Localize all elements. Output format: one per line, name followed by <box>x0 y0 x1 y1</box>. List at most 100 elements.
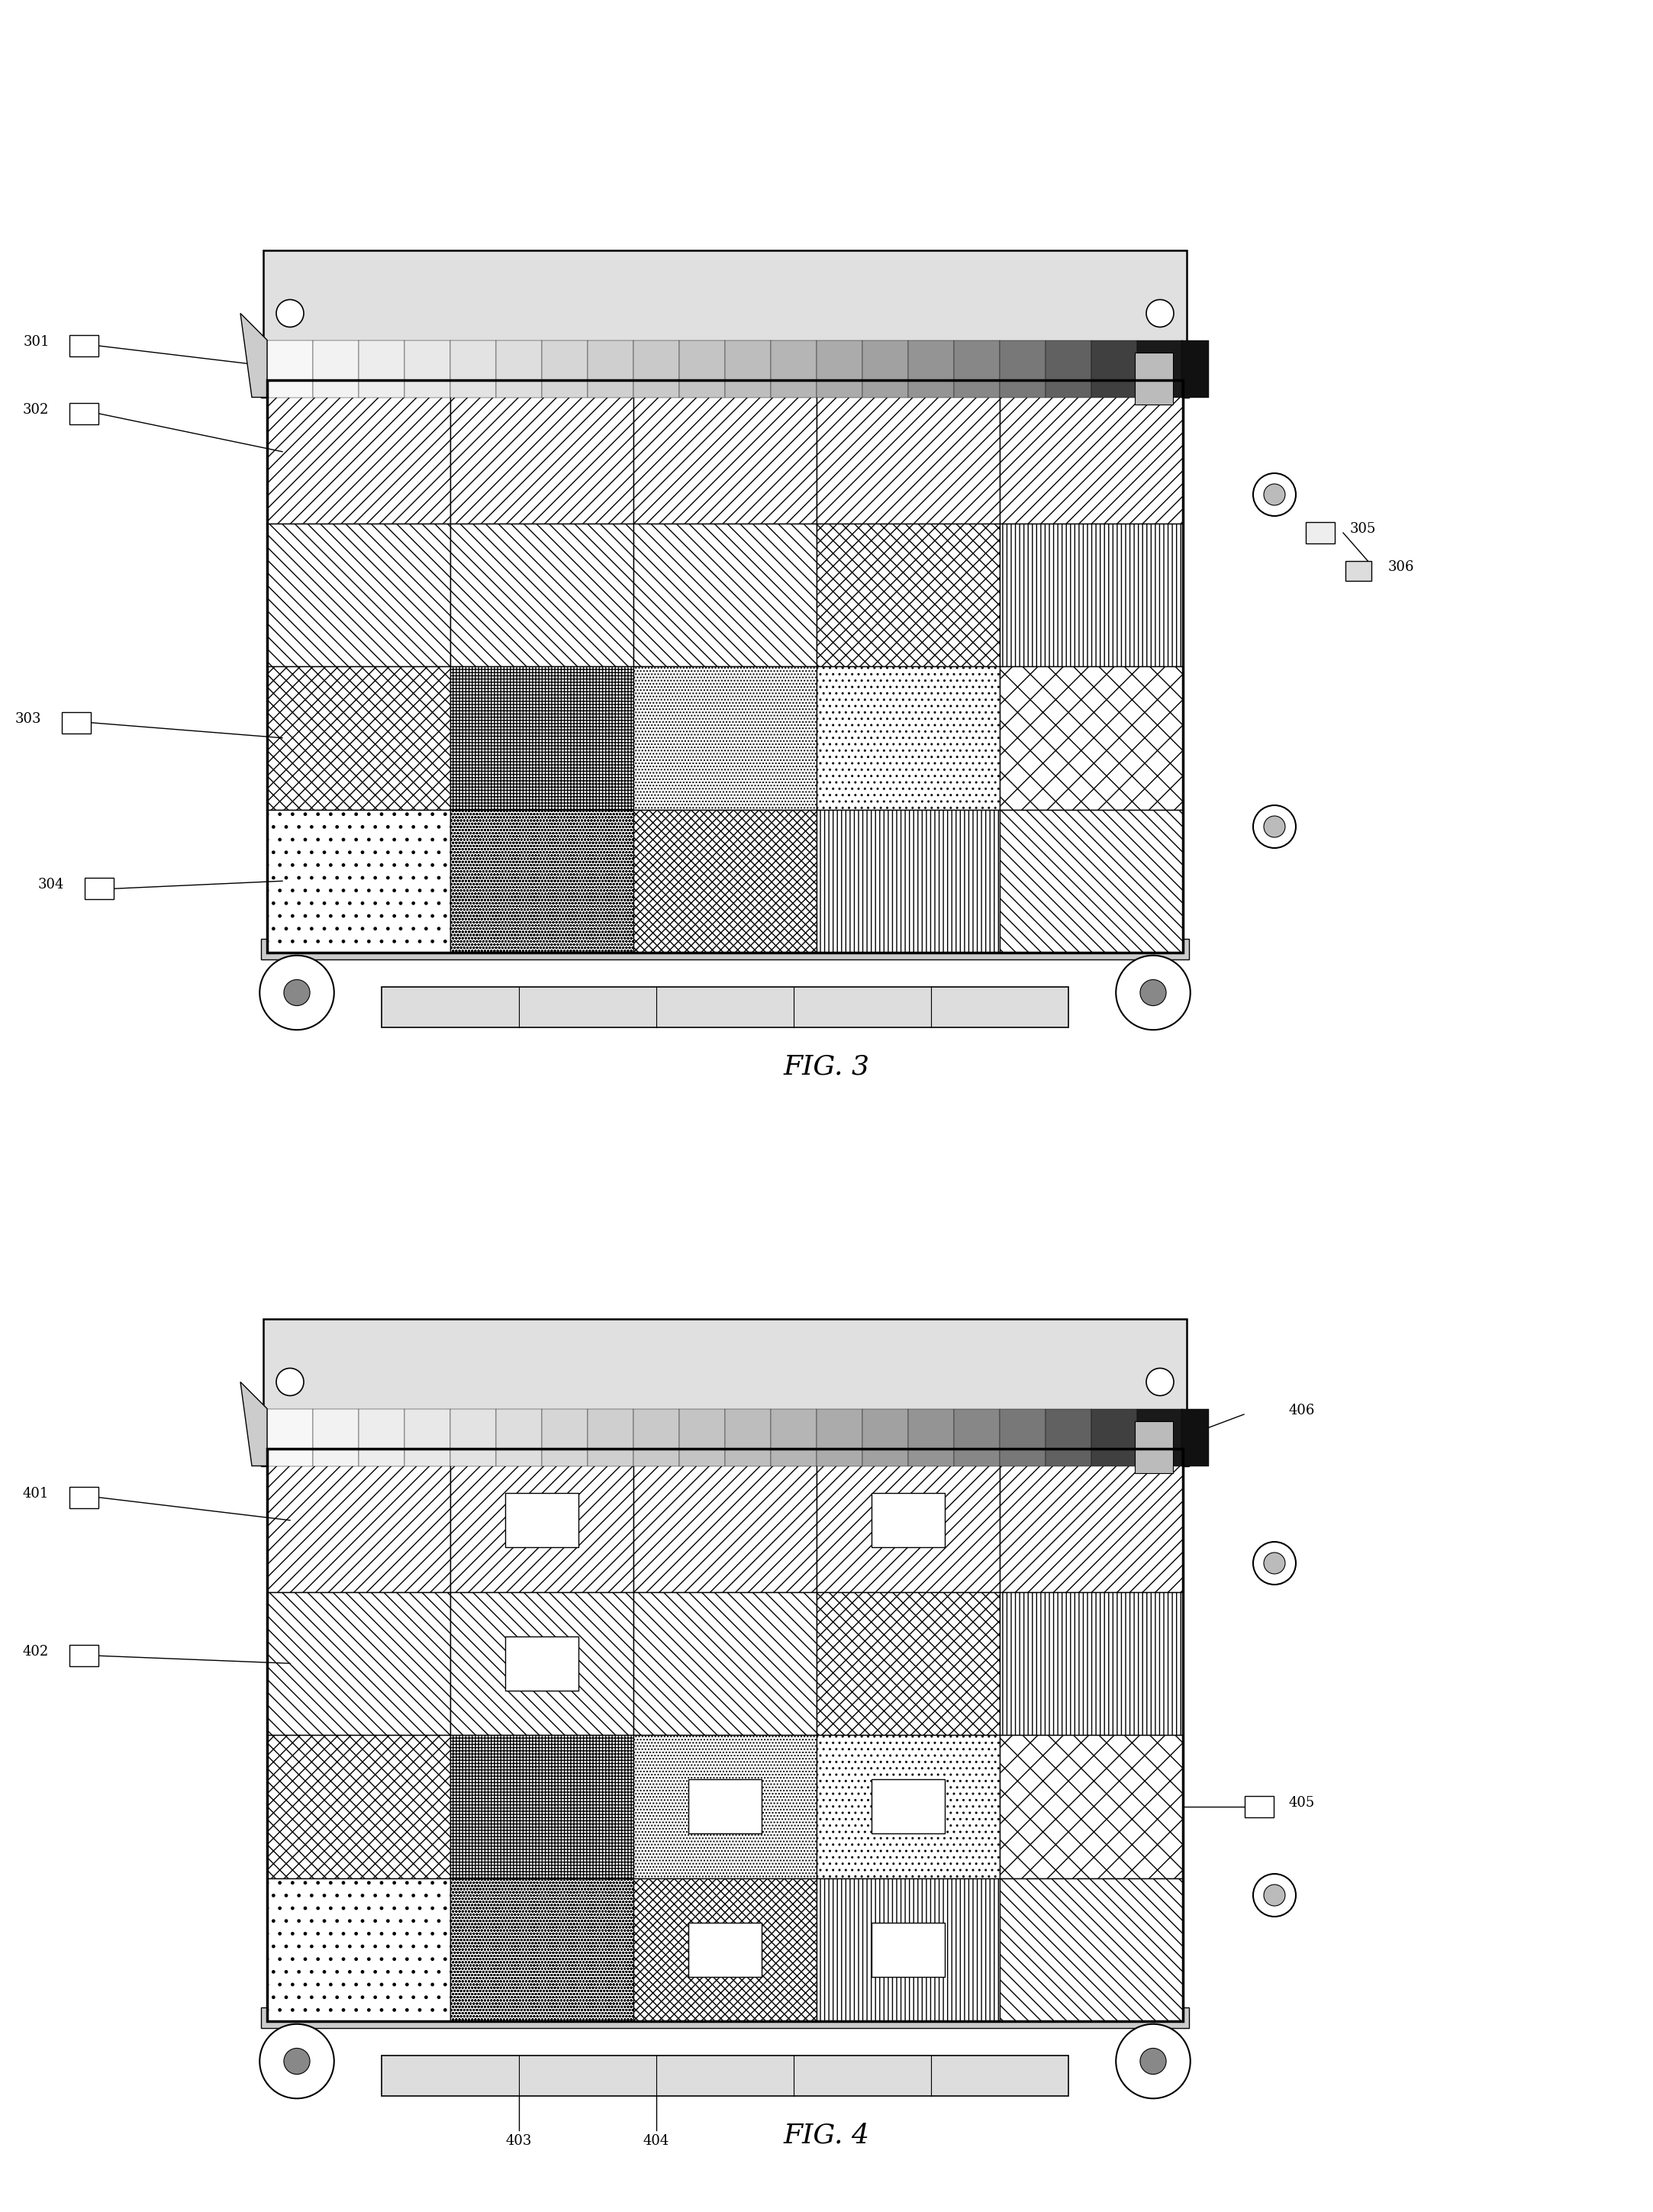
Bar <box>69 403 99 425</box>
Bar <box>871 1493 946 1548</box>
Bar <box>1182 341 1208 398</box>
Bar <box>726 1409 770 1467</box>
Bar <box>633 1593 817 1734</box>
Bar <box>679 341 726 398</box>
Bar <box>268 1449 450 1593</box>
Text: 404: 404 <box>643 2135 669 2148</box>
Text: 305: 305 <box>1351 522 1377 535</box>
Bar <box>359 341 405 398</box>
Bar <box>1000 380 1184 524</box>
Bar <box>450 1734 633 1878</box>
Polygon shape <box>240 314 268 398</box>
Bar <box>1137 1409 1184 1467</box>
Bar <box>312 341 359 398</box>
Bar <box>450 1878 633 2022</box>
Bar <box>1000 1409 1046 1467</box>
Circle shape <box>1253 473 1296 515</box>
Bar <box>61 712 91 734</box>
Bar <box>1000 1593 1184 1734</box>
Polygon shape <box>240 1382 268 1467</box>
Bar <box>268 1449 1184 2022</box>
Bar <box>1136 352 1174 405</box>
Bar <box>450 380 633 524</box>
Bar <box>359 1409 405 1467</box>
Bar <box>542 1409 587 1467</box>
Bar <box>633 1878 817 2022</box>
Bar <box>69 1646 99 1666</box>
Circle shape <box>1253 1874 1296 1916</box>
Circle shape <box>1265 1553 1284 1575</box>
Circle shape <box>1253 805 1296 847</box>
Bar <box>1182 1409 1208 1467</box>
Bar <box>450 1593 633 1734</box>
Bar <box>633 341 679 398</box>
Text: 302: 302 <box>23 403 50 416</box>
Bar <box>954 1409 1000 1467</box>
Bar <box>817 1593 1000 1734</box>
Bar <box>1000 524 1184 666</box>
Bar <box>817 810 1000 953</box>
Text: FIG. 4: FIG. 4 <box>784 2124 869 2148</box>
Circle shape <box>1265 816 1284 838</box>
Bar <box>450 810 633 953</box>
Bar <box>69 1486 99 1509</box>
Text: 303: 303 <box>15 712 41 726</box>
Bar <box>263 250 1187 376</box>
Circle shape <box>284 2048 309 2075</box>
Bar <box>268 341 312 398</box>
Bar <box>587 1409 633 1467</box>
Bar <box>1000 1878 1184 2022</box>
Bar <box>1000 810 1184 953</box>
Bar <box>405 341 450 398</box>
Bar <box>1245 1796 1274 1818</box>
Text: 304: 304 <box>38 878 64 891</box>
Bar <box>69 334 99 356</box>
Bar <box>1091 341 1137 398</box>
Circle shape <box>260 2024 334 2099</box>
Bar <box>268 666 450 810</box>
Bar <box>1000 341 1046 398</box>
Bar <box>863 1409 907 1467</box>
Bar <box>268 1593 450 1734</box>
Bar <box>907 1409 954 1467</box>
Circle shape <box>276 1369 304 1396</box>
Circle shape <box>1116 956 1190 1031</box>
Bar <box>770 1409 817 1467</box>
Bar <box>84 878 114 900</box>
Bar <box>506 1493 579 1548</box>
Bar <box>450 666 633 810</box>
Bar <box>450 524 633 666</box>
Circle shape <box>1265 1885 1284 1907</box>
Bar <box>871 1922 946 1978</box>
Bar <box>261 2008 1189 2028</box>
Bar <box>1000 1734 1184 1878</box>
Circle shape <box>1141 2048 1165 2075</box>
Bar <box>726 341 770 398</box>
Bar <box>1000 1449 1184 1593</box>
Bar <box>633 810 817 953</box>
Bar <box>268 380 1184 953</box>
Bar <box>496 1409 542 1467</box>
Bar <box>954 341 1000 398</box>
Bar <box>268 1409 312 1467</box>
Bar <box>770 341 817 398</box>
Bar <box>268 1878 450 2022</box>
Bar <box>268 380 450 524</box>
Bar <box>679 1409 726 1467</box>
Bar <box>542 341 587 398</box>
Bar <box>817 1409 863 1467</box>
Text: 306: 306 <box>1389 560 1415 573</box>
Bar <box>1136 1422 1174 1473</box>
Text: 403: 403 <box>506 2135 532 2148</box>
Bar <box>817 341 863 398</box>
Bar <box>817 1734 1000 1878</box>
Bar <box>633 1449 817 1593</box>
Circle shape <box>1146 1369 1174 1396</box>
Bar <box>496 341 542 398</box>
Bar <box>268 810 450 953</box>
Circle shape <box>1265 484 1284 504</box>
Bar <box>688 1922 762 1978</box>
Bar <box>817 1449 1000 1593</box>
Circle shape <box>1146 299 1174 327</box>
Text: FIG. 3: FIG. 3 <box>784 1055 869 1079</box>
